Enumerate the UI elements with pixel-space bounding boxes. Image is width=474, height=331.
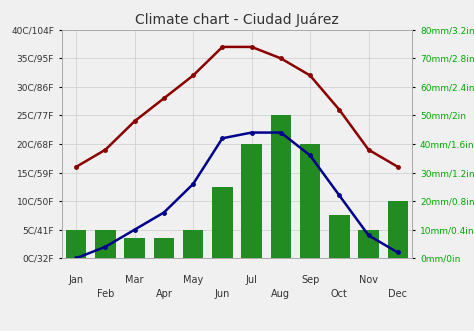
- Text: Apr: Apr: [155, 289, 173, 299]
- Title: Climate chart - Ciudad Juárez: Climate chart - Ciudad Juárez: [135, 13, 339, 27]
- Bar: [183, 230, 203, 258]
- Bar: [212, 187, 233, 258]
- Text: Dec: Dec: [388, 289, 407, 299]
- Text: Aug: Aug: [271, 289, 291, 299]
- Bar: [125, 238, 145, 258]
- Text: Jan: Jan: [69, 275, 84, 285]
- Bar: [241, 144, 262, 258]
- Bar: [154, 238, 174, 258]
- Text: Jun: Jun: [215, 289, 230, 299]
- Bar: [95, 230, 116, 258]
- Text: Nov: Nov: [359, 275, 378, 285]
- Text: Jul: Jul: [246, 275, 257, 285]
- Text: Sep: Sep: [301, 275, 319, 285]
- Bar: [358, 230, 379, 258]
- Text: May: May: [183, 275, 203, 285]
- Bar: [388, 201, 408, 258]
- Bar: [329, 215, 349, 258]
- Bar: [66, 230, 86, 258]
- Text: Mar: Mar: [126, 275, 144, 285]
- Bar: [300, 144, 320, 258]
- Bar: [271, 116, 291, 258]
- Text: Feb: Feb: [97, 289, 114, 299]
- Text: Oct: Oct: [331, 289, 348, 299]
